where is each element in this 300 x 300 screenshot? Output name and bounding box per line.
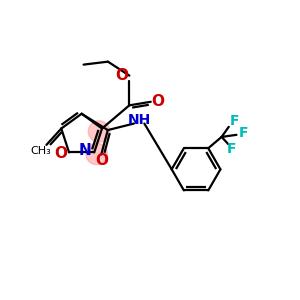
Text: F: F — [238, 126, 248, 140]
Text: F: F — [230, 115, 239, 128]
Text: O: O — [95, 154, 108, 169]
Text: O: O — [54, 146, 67, 160]
Circle shape — [88, 121, 110, 142]
Text: F: F — [226, 142, 236, 156]
Text: CH₃: CH₃ — [30, 146, 51, 156]
Text: N: N — [78, 143, 91, 158]
Text: NH: NH — [128, 113, 151, 127]
Circle shape — [86, 143, 107, 165]
Text: O: O — [151, 94, 164, 109]
Text: O: O — [116, 68, 129, 83]
